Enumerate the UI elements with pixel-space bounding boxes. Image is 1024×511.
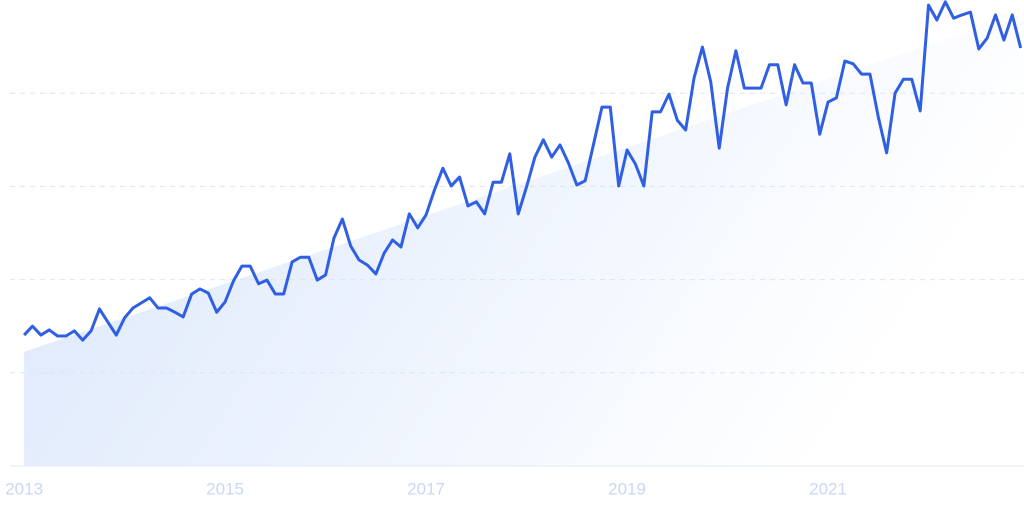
trend-area	[24, 13, 1021, 466]
x-tick-label: 2021	[809, 479, 847, 498]
x-tick-label: 2019	[608, 479, 646, 498]
x-tick-label: 2013	[5, 479, 43, 498]
x-tick-label: 2017	[407, 479, 445, 498]
x-tick-label: 2015	[206, 479, 244, 498]
line	[23, 0, 1023, 342]
